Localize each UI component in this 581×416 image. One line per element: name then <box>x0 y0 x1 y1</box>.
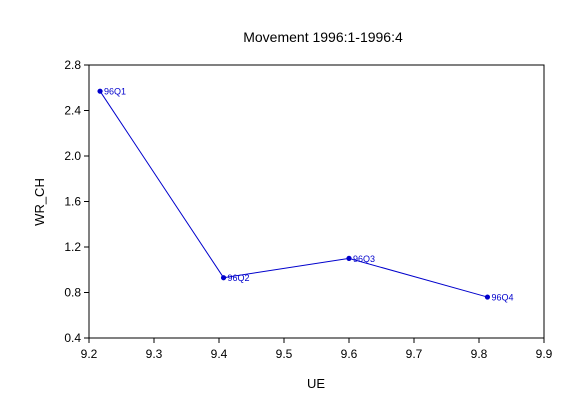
x-tick-label: 9.4 <box>211 347 228 361</box>
point-label: 96Q4 <box>491 293 513 303</box>
data-point-96Q4 <box>484 294 491 300</box>
series-line <box>99 90 488 298</box>
plot-area <box>88 64 545 339</box>
y-axis: 0.4 0.8 1.2 1.6 2.0 2.4 2.8 <box>64 58 89 345</box>
x-tick-label: 9.8 <box>471 347 488 361</box>
y-tick-label: 1.2 <box>64 240 81 254</box>
y-axis-label: WR_CH <box>32 178 47 226</box>
x-axis-label: UE <box>307 376 325 391</box>
point-label: 96Q1 <box>104 87 126 97</box>
y-tick-label: 2.8 <box>64 58 81 72</box>
data-point-96Q3 <box>346 255 352 261</box>
point-label: 96Q3 <box>353 254 375 264</box>
x-tick-label: 9.3 <box>146 347 163 361</box>
series-group: 96Q1 96Q2 96Q3 96Q4 <box>97 87 513 303</box>
point-label: 96Q2 <box>228 273 250 283</box>
y-tick-label: 2.0 <box>64 149 81 163</box>
x-tick-label: 9.6 <box>341 347 358 361</box>
x-tick-label: 9.7 <box>406 347 423 361</box>
x-tick-label: 9.2 <box>81 347 98 361</box>
data-point-96Q2 <box>220 275 227 281</box>
x-axis: 9.2 9.3 9.4 9.5 9.6 9.7 9.8 9.9 <box>81 338 553 361</box>
y-tick-label: 0.8 <box>64 286 81 300</box>
y-tick-label: 1.6 <box>64 195 81 209</box>
chart-title: Movement 1996:1-1996:4 <box>243 29 403 45</box>
y-tick-label: 2.4 <box>64 104 81 118</box>
x-tick-label: 9.9 <box>536 347 553 361</box>
data-point-96Q1 <box>97 88 103 94</box>
y-tick-label: 0.4 <box>64 331 81 345</box>
x-tick-label: 9.5 <box>276 347 293 361</box>
